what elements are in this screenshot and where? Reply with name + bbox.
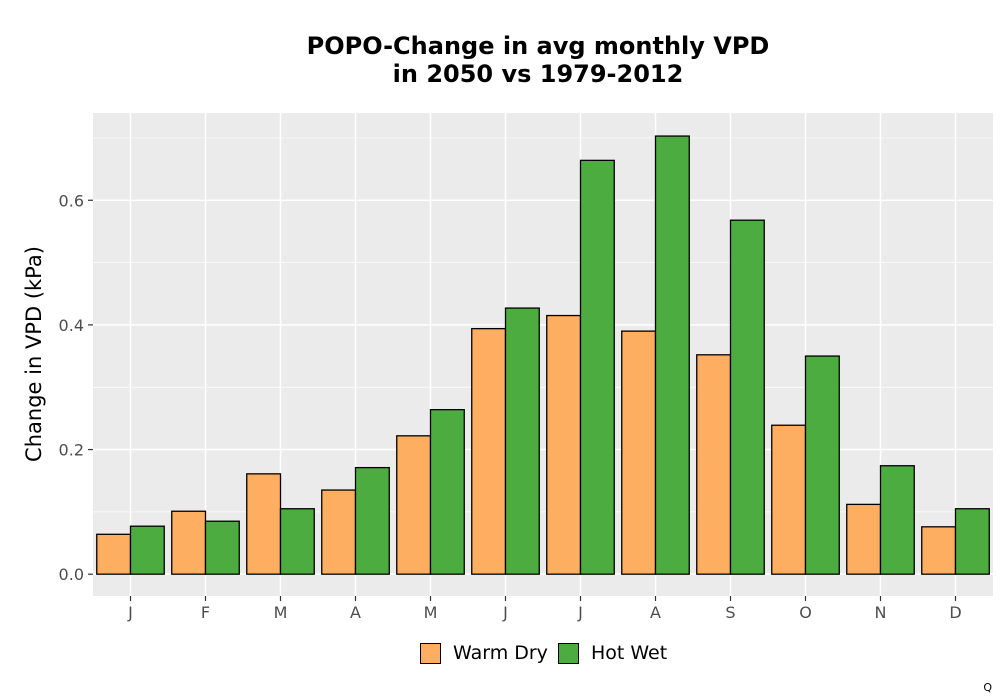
chart-title-line2: in 2050 vs 1979-2012 [392,60,684,88]
bar-hot-wet-11 [954,508,990,575]
y-tick-label: 0.0 [59,565,84,584]
x-tick-label: A [650,603,661,622]
bar-warm-dry-7 [621,330,657,575]
legend-swatch-hot-wet [557,642,579,664]
bar-warm-dry-11 [921,526,957,575]
x-tick-label: J [577,603,583,622]
x-tick-label: O [799,603,812,622]
bar-hot-wet-9 [804,355,840,575]
bar-warm-dry-0 [96,533,132,575]
x-tick-label: S [725,603,735,622]
plot-panel [93,113,993,596]
x-tick-label: F [201,603,210,622]
bar-hot-wet-0 [129,525,165,575]
legend-item-hot-wet: Hot Wet [557,642,668,664]
bar-warm-dry-5 [471,327,507,575]
legend-swatch-warm-dry [420,642,441,664]
legend-item-warm-dry: Warm Dry [420,642,548,664]
x-tick-label: J [502,603,508,622]
bar-warm-dry-8 [696,354,732,575]
bar-hot-wet-2 [279,508,315,575]
bar-hot-wet-3 [354,466,390,575]
bar-warm-dry-1 [171,510,207,575]
bar-warm-dry-6 [546,314,582,575]
bar-hot-wet-6 [579,159,615,575]
bar-warm-dry-4 [396,435,432,575]
x-tick-label: N [875,603,887,622]
bar-hot-wet-4 [429,409,465,575]
bar-warm-dry-10 [846,503,882,575]
bar-hot-wet-8 [729,219,765,575]
bar-hot-wet-5 [504,307,540,575]
legend: Warm Dry Hot Wet [420,642,677,664]
corner-mark: Q [983,681,992,694]
legend-label-warm-dry: Warm Dry [453,642,548,664]
x-tick-label: J [127,603,133,622]
chart-title: POPO-Change in avg monthly VPD in 2050 v… [0,32,1000,88]
x-tick-label: M [274,603,288,622]
x-tick-label: D [949,603,961,622]
y-tick-label: 0.4 [59,316,84,335]
y-tick-label: 0.6 [59,191,84,210]
x-tick-label: A [350,603,361,622]
bar-warm-dry-2 [246,473,282,575]
y-tick-label: 0.2 [59,441,84,460]
bar-warm-dry-3 [321,489,357,575]
bar-warm-dry-9 [771,424,807,575]
bar-hot-wet-10 [879,465,915,575]
chart-title-line1: POPO-Change in avg monthly VPD [306,32,770,60]
bar-hot-wet-7 [654,135,690,575]
legend-label-hot-wet: Hot Wet [590,642,668,664]
x-tick-label: M [424,603,438,622]
bar-hot-wet-1 [204,520,240,575]
